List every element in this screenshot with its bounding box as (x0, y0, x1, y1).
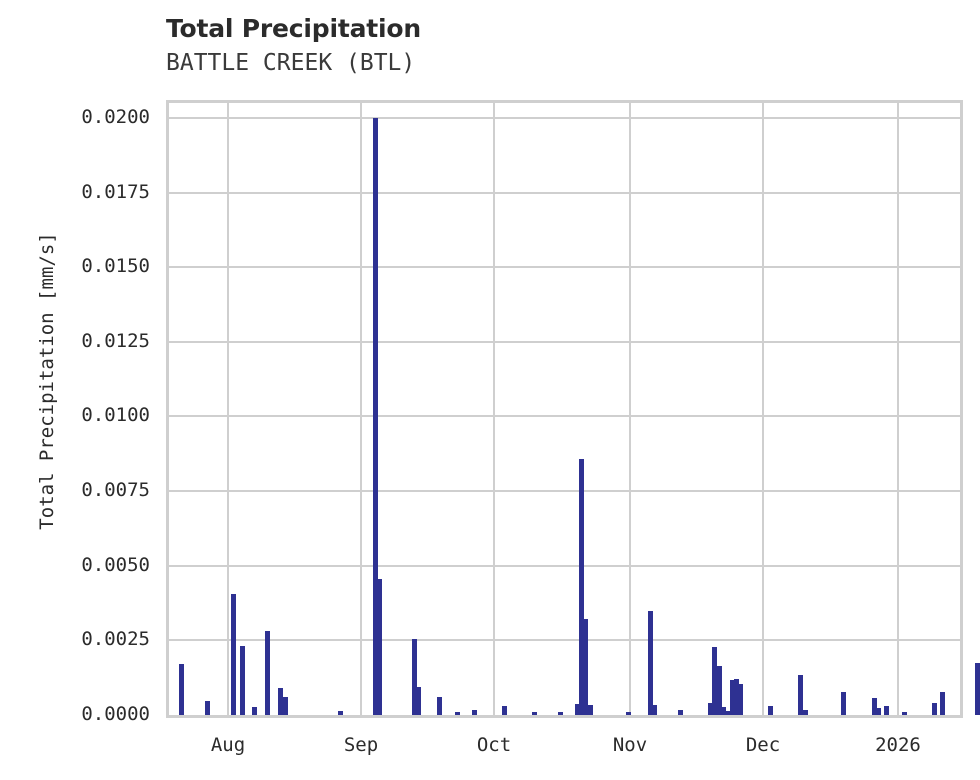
y-axis-tick-label: 0.0150 (81, 255, 150, 278)
gridline-horizontal (166, 266, 963, 269)
plot-area (166, 100, 980, 718)
gridline-horizontal (166, 564, 963, 567)
x-axis-tick-label: 2026 (875, 734, 921, 756)
bar (179, 663, 185, 715)
y-axis-tick-label: 0.0075 (81, 479, 150, 502)
bar (652, 705, 658, 715)
bar (802, 709, 808, 715)
y-axis-tick-label: 0.0125 (81, 329, 150, 352)
bar (712, 647, 718, 715)
bar (437, 696, 443, 715)
bar (901, 712, 907, 715)
bar (583, 618, 589, 715)
page-title: Total Precipitation (166, 14, 421, 43)
bar (725, 710, 731, 715)
bar (338, 711, 344, 715)
bar (708, 702, 714, 715)
bar (501, 706, 507, 715)
bar (729, 679, 735, 715)
gridline-vertical (629, 100, 631, 718)
bar (557, 712, 563, 715)
bar (471, 710, 477, 715)
bar (205, 700, 211, 715)
x-axis-tick-label: Aug (210, 734, 246, 756)
bar (841, 692, 847, 715)
bar (531, 712, 537, 715)
x-axis-tick-label: Dec (745, 734, 781, 756)
y-axis-tick-label: 0.0025 (81, 628, 150, 651)
y-axis-tick-label: 0.0175 (81, 180, 150, 203)
bar (282, 696, 288, 715)
bar (940, 692, 946, 715)
bar (574, 703, 580, 715)
bar (454, 711, 460, 715)
x-axis-tick-label: Nov (612, 734, 648, 756)
chart-subtitle: BATTLE CREEK (BTL) (166, 50, 416, 76)
bar (768, 706, 774, 715)
y-axis-tick-label: 0.0200 (81, 105, 150, 128)
gridline-horizontal (166, 490, 963, 493)
y-axis-tick-label: 0.0100 (81, 404, 150, 427)
gridline-vertical (227, 100, 229, 718)
bar (738, 683, 744, 715)
gridline-vertical (897, 100, 899, 718)
y-axis-tick-label: 0.0000 (81, 703, 150, 725)
plot-frame (166, 100, 963, 718)
bar (265, 630, 271, 715)
bar (372, 117, 378, 715)
bar (931, 703, 937, 715)
bar (875, 708, 881, 715)
gridline-horizontal (166, 116, 963, 119)
y-axis-tick-label: 0.0050 (81, 553, 150, 576)
bar (579, 459, 585, 715)
bar (647, 610, 653, 715)
bar (626, 712, 632, 715)
bar (884, 705, 890, 715)
bar (230, 594, 236, 715)
gridline-vertical (762, 100, 764, 718)
bar (239, 646, 245, 715)
gridline-horizontal (166, 191, 963, 194)
bar (415, 686, 421, 715)
bar (411, 639, 417, 715)
bar (716, 666, 722, 715)
bar (733, 678, 739, 715)
gridline-horizontal (166, 340, 963, 343)
bar-series (169, 103, 980, 715)
bar (974, 663, 980, 715)
x-axis-tick-label: Sep (343, 734, 379, 756)
bar (721, 706, 727, 715)
gridline-horizontal (166, 415, 963, 418)
x-axis-tick-label: Oct (476, 734, 512, 756)
bar (678, 709, 684, 715)
gridline-horizontal (166, 639, 963, 642)
bar (871, 698, 877, 715)
bar (377, 579, 383, 715)
gridline-vertical (360, 100, 362, 718)
bar (798, 675, 804, 715)
y-axis-label: Total Precipitation [mm/s] (36, 232, 58, 530)
bar (278, 688, 284, 715)
bar (252, 707, 258, 715)
gridline-vertical (493, 100, 495, 718)
bar (587, 705, 593, 715)
